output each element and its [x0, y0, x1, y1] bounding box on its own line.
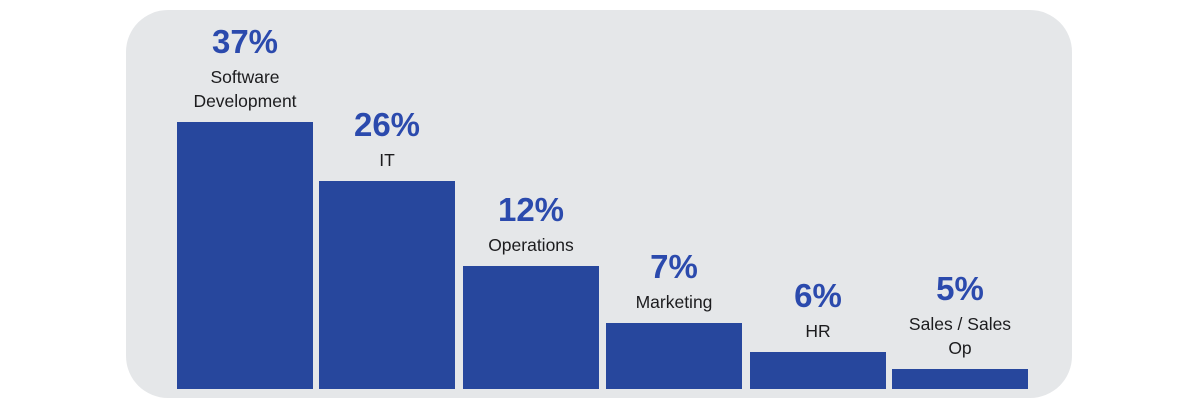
bar-category-label: Sales / Sales Op — [908, 313, 1012, 358]
bar — [606, 323, 742, 389]
bar-value-label: 12% — [497, 190, 565, 228]
bar — [177, 122, 313, 389]
bar — [892, 369, 1028, 389]
bar-value-label: 7% — [650, 247, 698, 285]
bar-category-label: Operations — [488, 234, 574, 255]
bar — [463, 266, 599, 389]
bar-value-label: 5% — [936, 269, 984, 307]
bar-group: 5% Sales / Sales Op — [892, 270, 1028, 389]
bar-group: 7% Marketing — [606, 248, 742, 389]
bar — [750, 352, 886, 389]
bar-category-label: HR — [805, 320, 831, 341]
bar-group: 37% Software Development — [177, 23, 313, 389]
bar-value-label: 26% — [353, 105, 421, 143]
bar-group: 12% Operations — [463, 191, 599, 389]
bar-category-label: Marketing — [635, 291, 713, 312]
bar-group: 26% IT — [319, 106, 455, 389]
bar — [319, 181, 455, 389]
bar-category-label: Software Development — [193, 66, 297, 111]
bar-value-label: 6% — [794, 276, 842, 314]
chart-panel: 37% Software Development 26% IT 12% Oper… — [126, 10, 1072, 398]
bar-category-label: IT — [379, 149, 395, 170]
bar-group: 6% HR — [750, 277, 886, 389]
bar-value-label: 37% — [211, 22, 279, 60]
